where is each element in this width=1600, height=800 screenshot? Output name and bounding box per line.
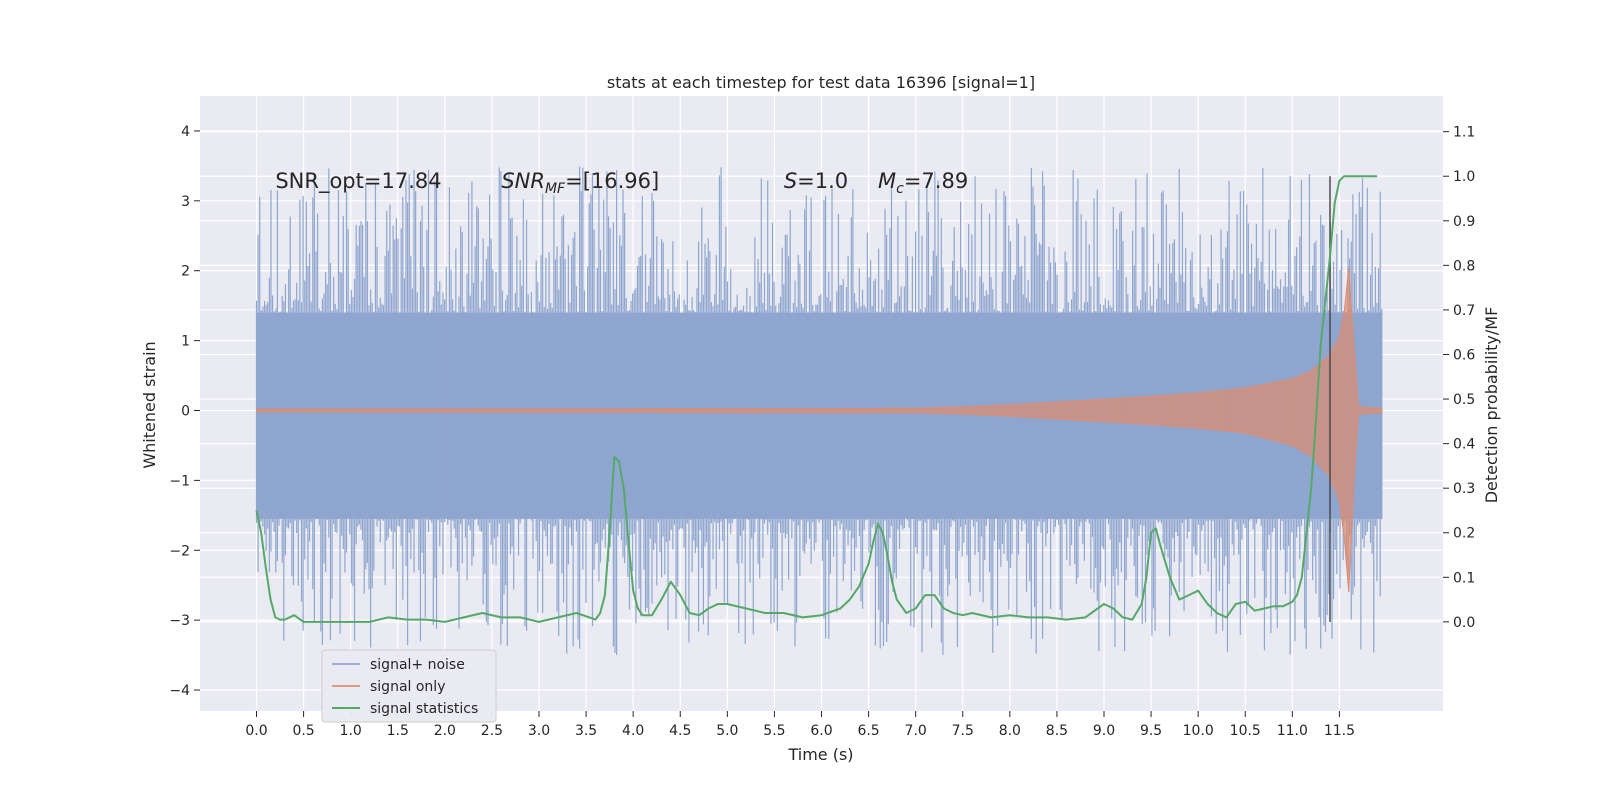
- signal-only-series: [256, 267, 1383, 593]
- y-left-tick-label: 2: [181, 264, 190, 280]
- legend-box: [321, 649, 497, 723]
- y-left-tick-label: 1: [181, 334, 190, 350]
- y-right-tick-label: 0.9: [1453, 214, 1475, 230]
- y-left-tick-label: 3: [181, 194, 190, 210]
- signal-statistics-series: [255, 175, 1378, 623]
- x-tick-label: 0.5: [292, 723, 314, 739]
- x-tick-label: 7.0: [905, 723, 927, 739]
- x-tick-label: 3.5: [575, 723, 597, 739]
- x-tick-label: 8.0: [999, 723, 1021, 739]
- x-tick-label: 5.0: [716, 723, 738, 739]
- x-tick-label: 6.5: [857, 723, 879, 739]
- left-y-axis-label: Whitened strain: [140, 341, 159, 468]
- y-left-tick-label: 4: [181, 124, 190, 140]
- x-tick-label: 1.0: [340, 723, 362, 739]
- y-right-tick-label: 1.0: [1453, 169, 1475, 185]
- y-right-tick-label: 0.2: [1453, 526, 1475, 542]
- chart-title: stats at each timestep for test data 163…: [607, 73, 1035, 92]
- x-tick-label: 4.0: [622, 723, 644, 739]
- x-tick-label: 11.0: [1277, 723, 1308, 739]
- x-tick-label: 1.5: [387, 723, 409, 739]
- annotations: SNR_opt=17.84 SNRMF=[16.96] S=1.0 Mc=7.89: [275, 169, 968, 197]
- x-axis-ticks: 0.0 0.5 1.0 1.5 2.0 2.5 3.0 3.5 4.0 4.5 5.0 5.5 6.0 6…: [245, 711, 1355, 739]
- y-left-tick-label: −2: [169, 543, 190, 559]
- annotation-mc-value: Mc=7.89: [878, 169, 968, 197]
- legend-label: signal+ noise: [370, 657, 465, 673]
- y-right-tick-label: 0.3: [1453, 481, 1475, 497]
- y-right-tick-label: 0.7: [1453, 303, 1475, 319]
- x-tick-label: 4.5: [669, 723, 691, 739]
- left-y-axis-ticks: −4 −3 −2 −1 0 1 2 3 4: [169, 124, 200, 699]
- annotation-snr-mf: SNRMF=[16.96]: [501, 169, 659, 197]
- x-tick-label: 6.0: [810, 723, 832, 739]
- y-left-tick-label: −4: [169, 683, 190, 699]
- x-tick-label: 0.0: [245, 723, 267, 739]
- right-y-axis-ticks: 0.0 0.1 0.2 0.3 0.4 0.5 0.6 0.7 0.8 0.9 1.0 1.1: [1443, 125, 1475, 631]
- legend-label: signal only: [370, 679, 445, 695]
- annotation-snr-opt: SNR_opt=17.84: [275, 169, 441, 194]
- right-y-axis-label: Detection probability/MF: [1482, 307, 1501, 504]
- y-right-tick-label: 0.8: [1453, 258, 1475, 274]
- y-left-tick-label: −1: [169, 473, 190, 489]
- x-tick-label: 9.5: [1140, 723, 1162, 739]
- y-right-tick-label: 0.1: [1453, 570, 1475, 586]
- x-tick-label: 3.0: [528, 723, 550, 739]
- x-tick-label: 9.0: [1093, 723, 1115, 739]
- x-tick-label: 10.5: [1230, 723, 1261, 739]
- x-tick-label: 2.0: [434, 723, 456, 739]
- signal-only-envelope: [256, 267, 1383, 593]
- y-right-tick-label: 0.0: [1453, 615, 1475, 631]
- y-left-tick-label: 0: [181, 403, 190, 419]
- y-right-tick-label: 0.6: [1453, 347, 1475, 363]
- x-axis-label: Time (s): [787, 745, 853, 764]
- legend: signal+ noise signal only signal statistic…: [321, 649, 497, 723]
- y-right-tick-label: 1.1: [1453, 125, 1475, 141]
- y-right-tick-label: 0.4: [1453, 437, 1475, 453]
- legend-label: signal statistics: [370, 701, 478, 717]
- x-tick-label: 7.5: [952, 723, 974, 739]
- annotation-s-value: S=1.0: [784, 169, 848, 193]
- y-right-tick-label: 0.5: [1453, 392, 1475, 408]
- signal-statistics-line: [255, 175, 1378, 623]
- y-left-tick-label: −3: [169, 613, 190, 629]
- x-tick-label: 5.5: [763, 723, 785, 739]
- x-tick-label: 8.5: [1046, 723, 1068, 739]
- x-tick-label: 10.0: [1183, 723, 1214, 739]
- x-tick-label: 11.5: [1324, 723, 1355, 739]
- x-tick-label: 2.5: [481, 723, 503, 739]
